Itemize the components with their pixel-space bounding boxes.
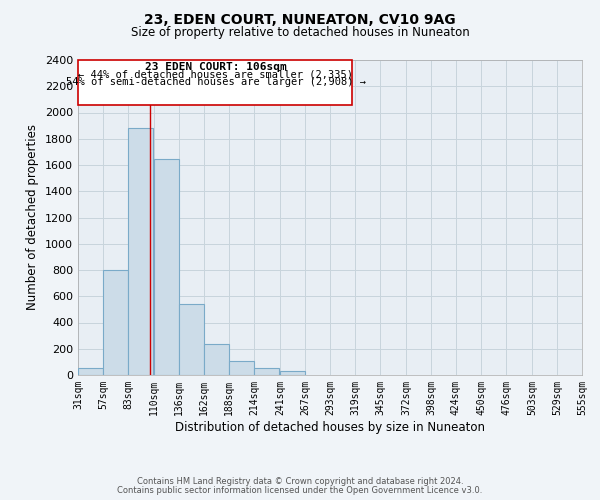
Bar	[280, 371, 305, 375]
Text: Size of property relative to detached houses in Nuneaton: Size of property relative to detached ho…	[131, 26, 469, 39]
Y-axis label: Number of detached properties: Number of detached properties	[26, 124, 40, 310]
Bar	[179, 304, 203, 375]
Text: Contains public sector information licensed under the Open Government Licence v3: Contains public sector information licen…	[118, 486, 482, 495]
Bar	[229, 360, 254, 375]
Bar	[79, 368, 103, 375]
FancyBboxPatch shape	[78, 60, 352, 106]
Text: Contains HM Land Registry data © Crown copyright and database right 2024.: Contains HM Land Registry data © Crown c…	[137, 477, 463, 486]
Bar	[254, 368, 278, 375]
Bar	[128, 128, 152, 375]
Text: 23 EDEN COURT: 106sqm: 23 EDEN COURT: 106sqm	[145, 62, 286, 72]
X-axis label: Distribution of detached houses by size in Nuneaton: Distribution of detached houses by size …	[175, 420, 485, 434]
Text: 54% of semi-detached houses are larger (2,908) →: 54% of semi-detached houses are larger (…	[65, 77, 365, 87]
Bar	[205, 344, 229, 375]
Bar	[103, 270, 128, 375]
Text: ← 44% of detached houses are smaller (2,335): ← 44% of detached houses are smaller (2,…	[78, 69, 353, 79]
Text: 23, EDEN COURT, NUNEATON, CV10 9AG: 23, EDEN COURT, NUNEATON, CV10 9AG	[144, 12, 456, 26]
Bar	[154, 159, 179, 375]
